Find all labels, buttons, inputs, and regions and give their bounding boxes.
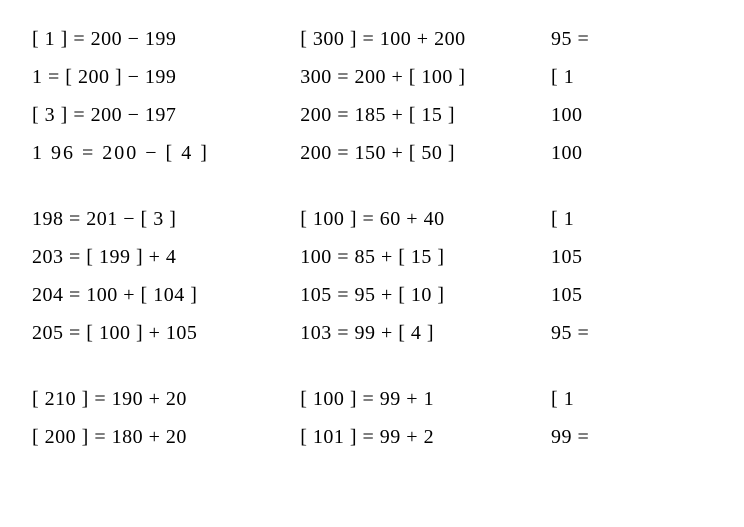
- column-1: 198 = 201 − [ 3 ] 203 = [ 199 ] + 4 204 …: [32, 200, 300, 352]
- equation: 198 = 201 − [ 3 ]: [32, 200, 300, 238]
- equation: [ 300 ] = 100 + 200: [300, 20, 551, 58]
- column-1: [ 1 ] = 200 − 199 1 = [ 200 ] − 199 [ 3 …: [32, 20, 300, 172]
- column-2: [ 100 ] = 60 + 40 100 = 85 + [ 15 ] 105 …: [300, 200, 551, 352]
- equation-clipped: 95 =: [551, 314, 744, 352]
- equation: [ 200 ] = 180 + 20: [32, 418, 300, 456]
- equation: [ 101 ] = 99 + 2: [300, 418, 551, 456]
- equation-group: [ 210 ] = 190 + 20 [ 200 ] = 180 + 20 [ …: [32, 380, 744, 456]
- equation: [ 1 ] = 200 − 199: [32, 20, 300, 58]
- equation: [ 210 ] = 190 + 20: [32, 380, 300, 418]
- equation: 1 96 = 200 − [ 4 ]: [32, 134, 300, 172]
- equation-group: [ 1 ] = 200 − 199 1 = [ 200 ] − 199 [ 3 …: [32, 20, 744, 172]
- equation: 205 = [ 100 ] + 105: [32, 314, 300, 352]
- equation: 105 = 95 + [ 10 ]: [300, 276, 551, 314]
- column-3: [ 1 105 105 95 =: [551, 200, 744, 352]
- equation-clipped: [ 1: [551, 200, 744, 238]
- equation-group: 198 = 201 − [ 3 ] 203 = [ 199 ] + 4 204 …: [32, 200, 744, 352]
- equation: 1 = [ 200 ] − 199: [32, 58, 300, 96]
- equation: 103 = 99 + [ 4 ]: [300, 314, 551, 352]
- column-1: [ 210 ] = 190 + 20 [ 200 ] = 180 + 20: [32, 380, 300, 456]
- equation-clipped: 105: [551, 276, 744, 314]
- equation-clipped: 100: [551, 96, 744, 134]
- equation: [ 100 ] = 99 + 1: [300, 380, 551, 418]
- column-2: [ 100 ] = 99 + 1 [ 101 ] = 99 + 2: [300, 380, 551, 456]
- equation: 203 = [ 199 ] + 4: [32, 238, 300, 276]
- column-2: [ 300 ] = 100 + 200 300 = 200 + [ 100 ] …: [300, 20, 551, 172]
- column-3: [ 1 99 =: [551, 380, 744, 456]
- equation: [ 3 ] = 200 − 197: [32, 96, 300, 134]
- equation: 300 = 200 + [ 100 ]: [300, 58, 551, 96]
- equation-clipped: 100: [551, 134, 744, 172]
- equation: [ 100 ] = 60 + 40: [300, 200, 551, 238]
- equation-clipped: 105: [551, 238, 744, 276]
- column-3: 95 = [ 1 100 100: [551, 20, 744, 172]
- equation-clipped: 99 =: [551, 418, 744, 456]
- equation: 200 = 150 + [ 50 ]: [300, 134, 551, 172]
- equation-clipped: [ 1: [551, 380, 744, 418]
- equation-clipped: [ 1: [551, 58, 744, 96]
- equation-clipped: 95 =: [551, 20, 744, 58]
- equation: 200 = 185 + [ 15 ]: [300, 96, 551, 134]
- worksheet-page: [ 1 ] = 200 − 199 1 = [ 200 ] − 199 [ 3 …: [0, 0, 744, 527]
- equation: 100 = 85 + [ 15 ]: [300, 238, 551, 276]
- equation: 204 = 100 + [ 104 ]: [32, 276, 300, 314]
